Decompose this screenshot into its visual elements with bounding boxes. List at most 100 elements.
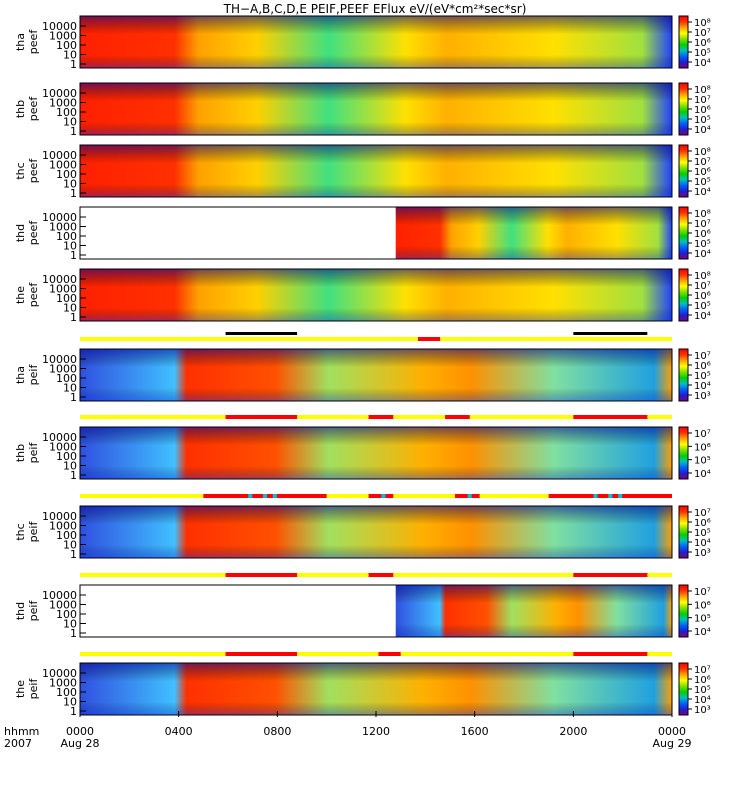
mode-bar-red: [417, 337, 441, 341]
colorbar-tick-label: 10⁴: [694, 627, 711, 638]
y-tick-label: 1: [70, 548, 77, 561]
y-tick-label: 10: [63, 116, 77, 129]
y-axis-product: peef: [27, 282, 40, 308]
colorbar-tick-label: 10⁵: [694, 115, 711, 126]
colorbar: [678, 144, 689, 198]
colorbar-tick-label: 10⁵: [694, 239, 711, 250]
x-tick-label: 0000: [66, 725, 94, 738]
spectrogram-shading: [395, 585, 672, 637]
y-axis-label: the peef: [14, 282, 40, 308]
y-tick-label: 10000: [42, 510, 77, 523]
colorbar: [678, 15, 689, 69]
y-axis-probe: the: [14, 286, 27, 304]
y-tick-label: 100: [56, 39, 77, 52]
colorbar-tick-label: 10⁶: [694, 38, 711, 49]
colorbar-tick-label: 10⁶: [694, 442, 711, 453]
y-tick-label: 100: [56, 529, 77, 542]
y-tick-label: 1000: [49, 159, 77, 172]
colorbar-tick-label: 10⁵: [694, 177, 711, 188]
y-tick-label: 1: [70, 125, 77, 138]
colorbar-tick-label: 10⁸: [694, 18, 711, 29]
colorbar-tick-label: 10⁷: [694, 157, 711, 168]
y-tick-label: 10: [63, 382, 77, 395]
colorbar-tick-label: 10⁴: [694, 125, 711, 136]
x-tick-label: 0800: [263, 725, 291, 738]
mode-bar-cyan: [618, 494, 623, 498]
y-tick-label: 10000: [42, 273, 77, 286]
y-axis-product: peef: [27, 29, 40, 55]
colorbar: [678, 268, 689, 322]
colorbar-tick-label: 10⁵: [694, 685, 711, 696]
colorbar-tick-label: 10⁴: [694, 249, 711, 260]
y-axis-product: peif: [27, 442, 40, 464]
y-tick-label: 10: [63, 240, 77, 253]
mode-bar-red: [368, 494, 394, 498]
y-tick-label: 10000: [42, 589, 77, 602]
y-tick-label: 100: [56, 292, 77, 305]
colorbar-tick-label: 10⁵: [694, 48, 711, 59]
y-tick-label: 1000: [49, 677, 77, 690]
colorbar: [678, 505, 689, 559]
y-axis-product: peif: [27, 678, 40, 700]
y-tick-label: 1: [70, 187, 77, 200]
mode-bar-cyan: [608, 494, 613, 498]
y-tick-label: 10: [63, 178, 77, 191]
spectrogram-shading: [80, 427, 672, 479]
y-axis-product: peif: [27, 364, 40, 386]
mode-bar: [80, 332, 672, 341]
y-tick-label: 10000: [42, 431, 77, 444]
colorbar-tick-label: 10⁴: [694, 469, 711, 480]
y-tick-label: 1000: [49, 599, 77, 612]
mode-bar-yellow: [80, 337, 672, 341]
spectrogram-shading: [80, 349, 672, 401]
colorbar-tick-label: 10⁷: [694, 219, 711, 230]
colorbar: [678, 82, 689, 136]
mode-bars: [80, 332, 672, 656]
y-tick-label: 10: [63, 696, 77, 709]
colorbar-tick-label: 10⁷: [694, 665, 711, 676]
y-tick-label: 10: [63, 618, 77, 631]
y-tick-label: 10000: [42, 20, 77, 33]
mode-bar-red: [225, 573, 298, 577]
colorbar-tick-label: 10⁴: [694, 187, 711, 198]
x-axis-label-year: 2007: [4, 737, 32, 750]
mode-bar: [80, 573, 672, 577]
colorbar-tick-label: 10⁵: [694, 456, 711, 467]
chart-title: TH−A,B,C,D,E PEIF,PEEF EFlux eV/(eV*cm²*…: [223, 2, 527, 16]
x-tick-label: 0000: [658, 725, 686, 738]
y-axis-label: tha peef: [14, 29, 40, 55]
mode-bar-black: [225, 332, 298, 335]
colorbar-tick-label: 10⁷: [694, 281, 711, 292]
colorbar-tick-label: 10⁷: [694, 508, 711, 519]
mode-bar-cyan: [272, 494, 277, 498]
spectrogram-shading: [80, 83, 672, 135]
y-tick-label: 100: [56, 608, 77, 621]
y-axis-label: thd peif: [14, 600, 40, 622]
y-axis-label: thb peef: [14, 96, 40, 122]
y-tick-label: 10000: [42, 211, 77, 224]
colorbar-tick-label: 10⁷: [694, 351, 711, 362]
panel-frame: [79, 426, 673, 480]
mode-bar-cyan: [593, 494, 598, 498]
y-axis-probe: tha: [14, 33, 27, 51]
y-tick-label: 10000: [42, 149, 77, 162]
y-axis-product: peef: [27, 96, 40, 122]
mode-bar: [80, 652, 672, 656]
mode-bar: [80, 415, 672, 419]
x-date-end: Aug 29: [653, 737, 692, 750]
y-axis-probe: thb: [14, 100, 27, 118]
y-axis-label: tha peif: [14, 364, 40, 386]
mode-bar-black: [573, 332, 648, 335]
y-tick-label: 10: [63, 302, 77, 315]
mode-bar-yellow: [80, 652, 672, 656]
y-tick-label: 1000: [49, 30, 77, 43]
y-tick-label: 1: [70, 58, 77, 71]
x-tick-label: 0400: [165, 725, 193, 738]
colorbar: [678, 662, 689, 716]
